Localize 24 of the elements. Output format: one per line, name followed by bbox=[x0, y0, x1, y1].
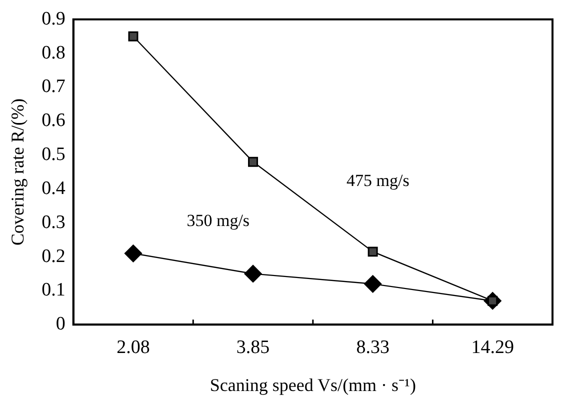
y-tick-label: 0.5 bbox=[42, 144, 66, 166]
y-tick-label: 0.8 bbox=[42, 42, 66, 64]
x-tick-label: 3.85 bbox=[236, 336, 270, 358]
point bbox=[124, 244, 142, 262]
y-tick-label: 0.4 bbox=[42, 178, 66, 199]
y-tick-label: 0.1 bbox=[42, 280, 66, 301]
point bbox=[248, 156, 258, 167]
series-label: 475 mg/s bbox=[346, 171, 410, 190]
y-tick-label: 0.6 bbox=[42, 110, 66, 132]
point bbox=[364, 275, 382, 293]
x-tick-label: 8.33 bbox=[356, 336, 390, 358]
series-label: 350 mg/s bbox=[186, 211, 250, 230]
point bbox=[368, 246, 378, 257]
y-tick-label: 0 bbox=[56, 314, 66, 335]
x-tick-label: 14.29 bbox=[471, 336, 514, 358]
point bbox=[128, 31, 138, 42]
point bbox=[244, 264, 262, 282]
x-axis-title: Scaning speed Vs/(mm · s⁻¹) bbox=[210, 374, 416, 395]
y-tick-label: 0.7 bbox=[42, 76, 66, 98]
y-tick-label: 0.9 bbox=[42, 8, 66, 30]
y-tick-label: 0.3 bbox=[42, 212, 66, 233]
y-tick-label: 0.2 bbox=[42, 246, 66, 267]
x-tick-label: 2.08 bbox=[116, 336, 150, 358]
y-axis-title: Covering rate R/(%) bbox=[8, 98, 28, 246]
